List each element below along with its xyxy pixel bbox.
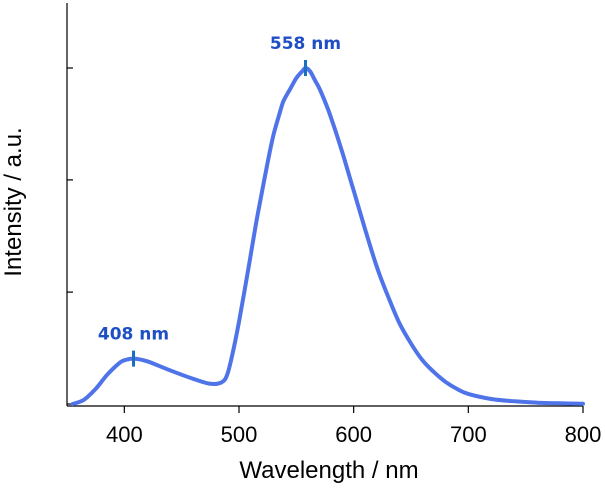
series-group bbox=[70, 66, 585, 406]
peak-label: 408 nm bbox=[98, 325, 169, 345]
x-tick-label: 400 bbox=[106, 422, 143, 447]
peak-label: 558 nm bbox=[270, 34, 341, 54]
x-tick-label: 800 bbox=[565, 422, 602, 447]
x-tick-label: 500 bbox=[221, 422, 258, 447]
series-line-emission bbox=[70, 66, 585, 406]
x-axis-title: Wavelength / nm bbox=[239, 457, 418, 484]
axes bbox=[66, 3, 583, 407]
x-tick-label: 600 bbox=[335, 422, 372, 447]
peak-annotations: 408 nm 558 nm bbox=[98, 34, 341, 367]
y-axis-title: Intensity / a.u. bbox=[0, 127, 27, 276]
x-tick-label: 700 bbox=[450, 422, 487, 447]
